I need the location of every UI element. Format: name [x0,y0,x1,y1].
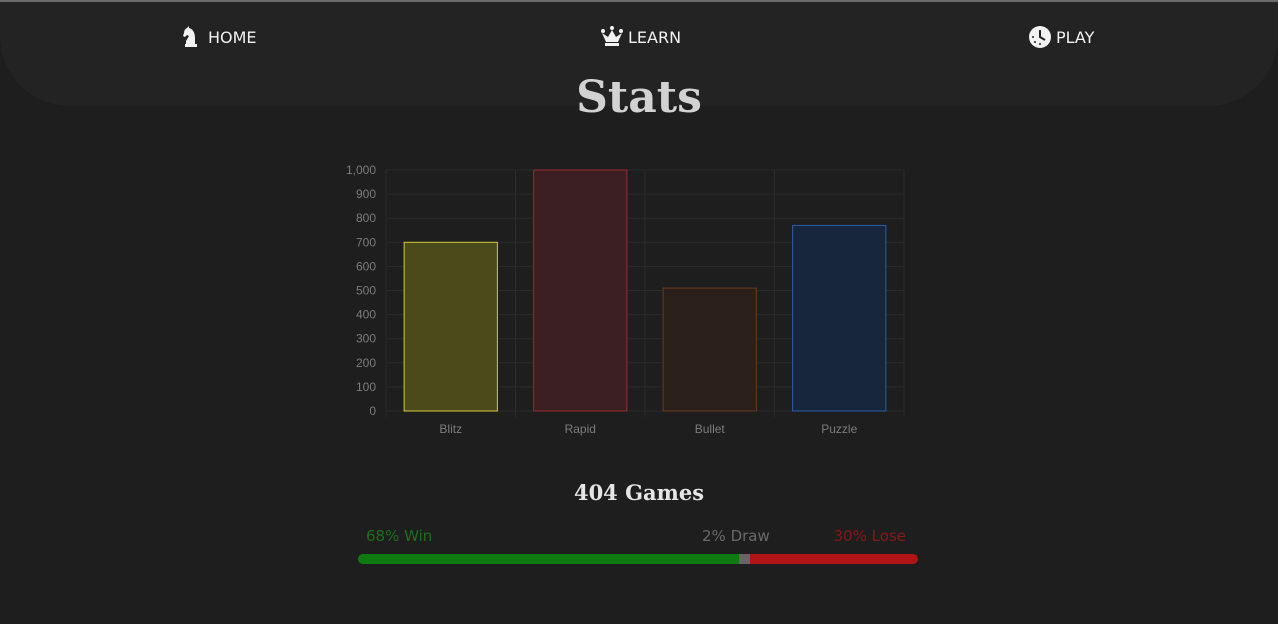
lose-label: 30% Lose [833,527,906,545]
win-segment [358,554,739,564]
nav-play-label: PLAY [1056,27,1095,47]
games-count: 404 Games [573,480,705,505]
nav-home-link[interactable]: HOME [180,22,257,52]
top-border [0,0,1278,2]
bar-puzzle [792,224,887,412]
bar-blitz [403,241,498,412]
y-tick-label: 0 [369,404,376,418]
win-label: 68% Win [366,527,433,545]
y-tick-label: 1,000 [346,163,376,177]
y-tick-label: 900 [356,187,376,201]
result-progress-bar [358,554,918,564]
crown-icon [600,25,623,49]
y-tick-label: 100 [356,380,376,394]
y-tick-label: 800 [356,211,376,225]
bar-bullet [662,287,757,412]
y-tick-label: 700 [356,235,376,249]
lose-segment [749,554,918,564]
knight-icon [180,25,202,49]
nav-home-label: HOME [208,27,257,47]
y-tick-label: 300 [356,332,376,346]
bar-rapid [533,169,628,412]
clock-icon [1028,25,1051,49]
x-tick-label: Rapid [565,422,596,436]
nav-play-link[interactable]: PLAY [1028,22,1094,52]
y-tick-label: 200 [356,356,376,370]
navbar: HOME LEARN PLAY [0,2,1278,106]
x-tick-label: Puzzle [821,422,857,436]
x-tick-label: Bullet [695,422,726,436]
x-tick-label: Blitz [439,422,462,436]
y-tick-label: 400 [356,308,376,322]
draw-segment [738,554,750,564]
nav-learn-label: LEARN [628,27,682,47]
page-title: Stats [576,72,702,123]
nav-learn-link[interactable]: LEARN [600,22,681,52]
draw-label: 2% Draw [702,527,770,545]
bar-chart: 0 100 200 300 400 500 600 700 800 900 1,000 Blitz Ra… [346,163,905,436]
y-tick-label: 600 [356,259,376,273]
y-tick-label: 500 [356,284,376,298]
